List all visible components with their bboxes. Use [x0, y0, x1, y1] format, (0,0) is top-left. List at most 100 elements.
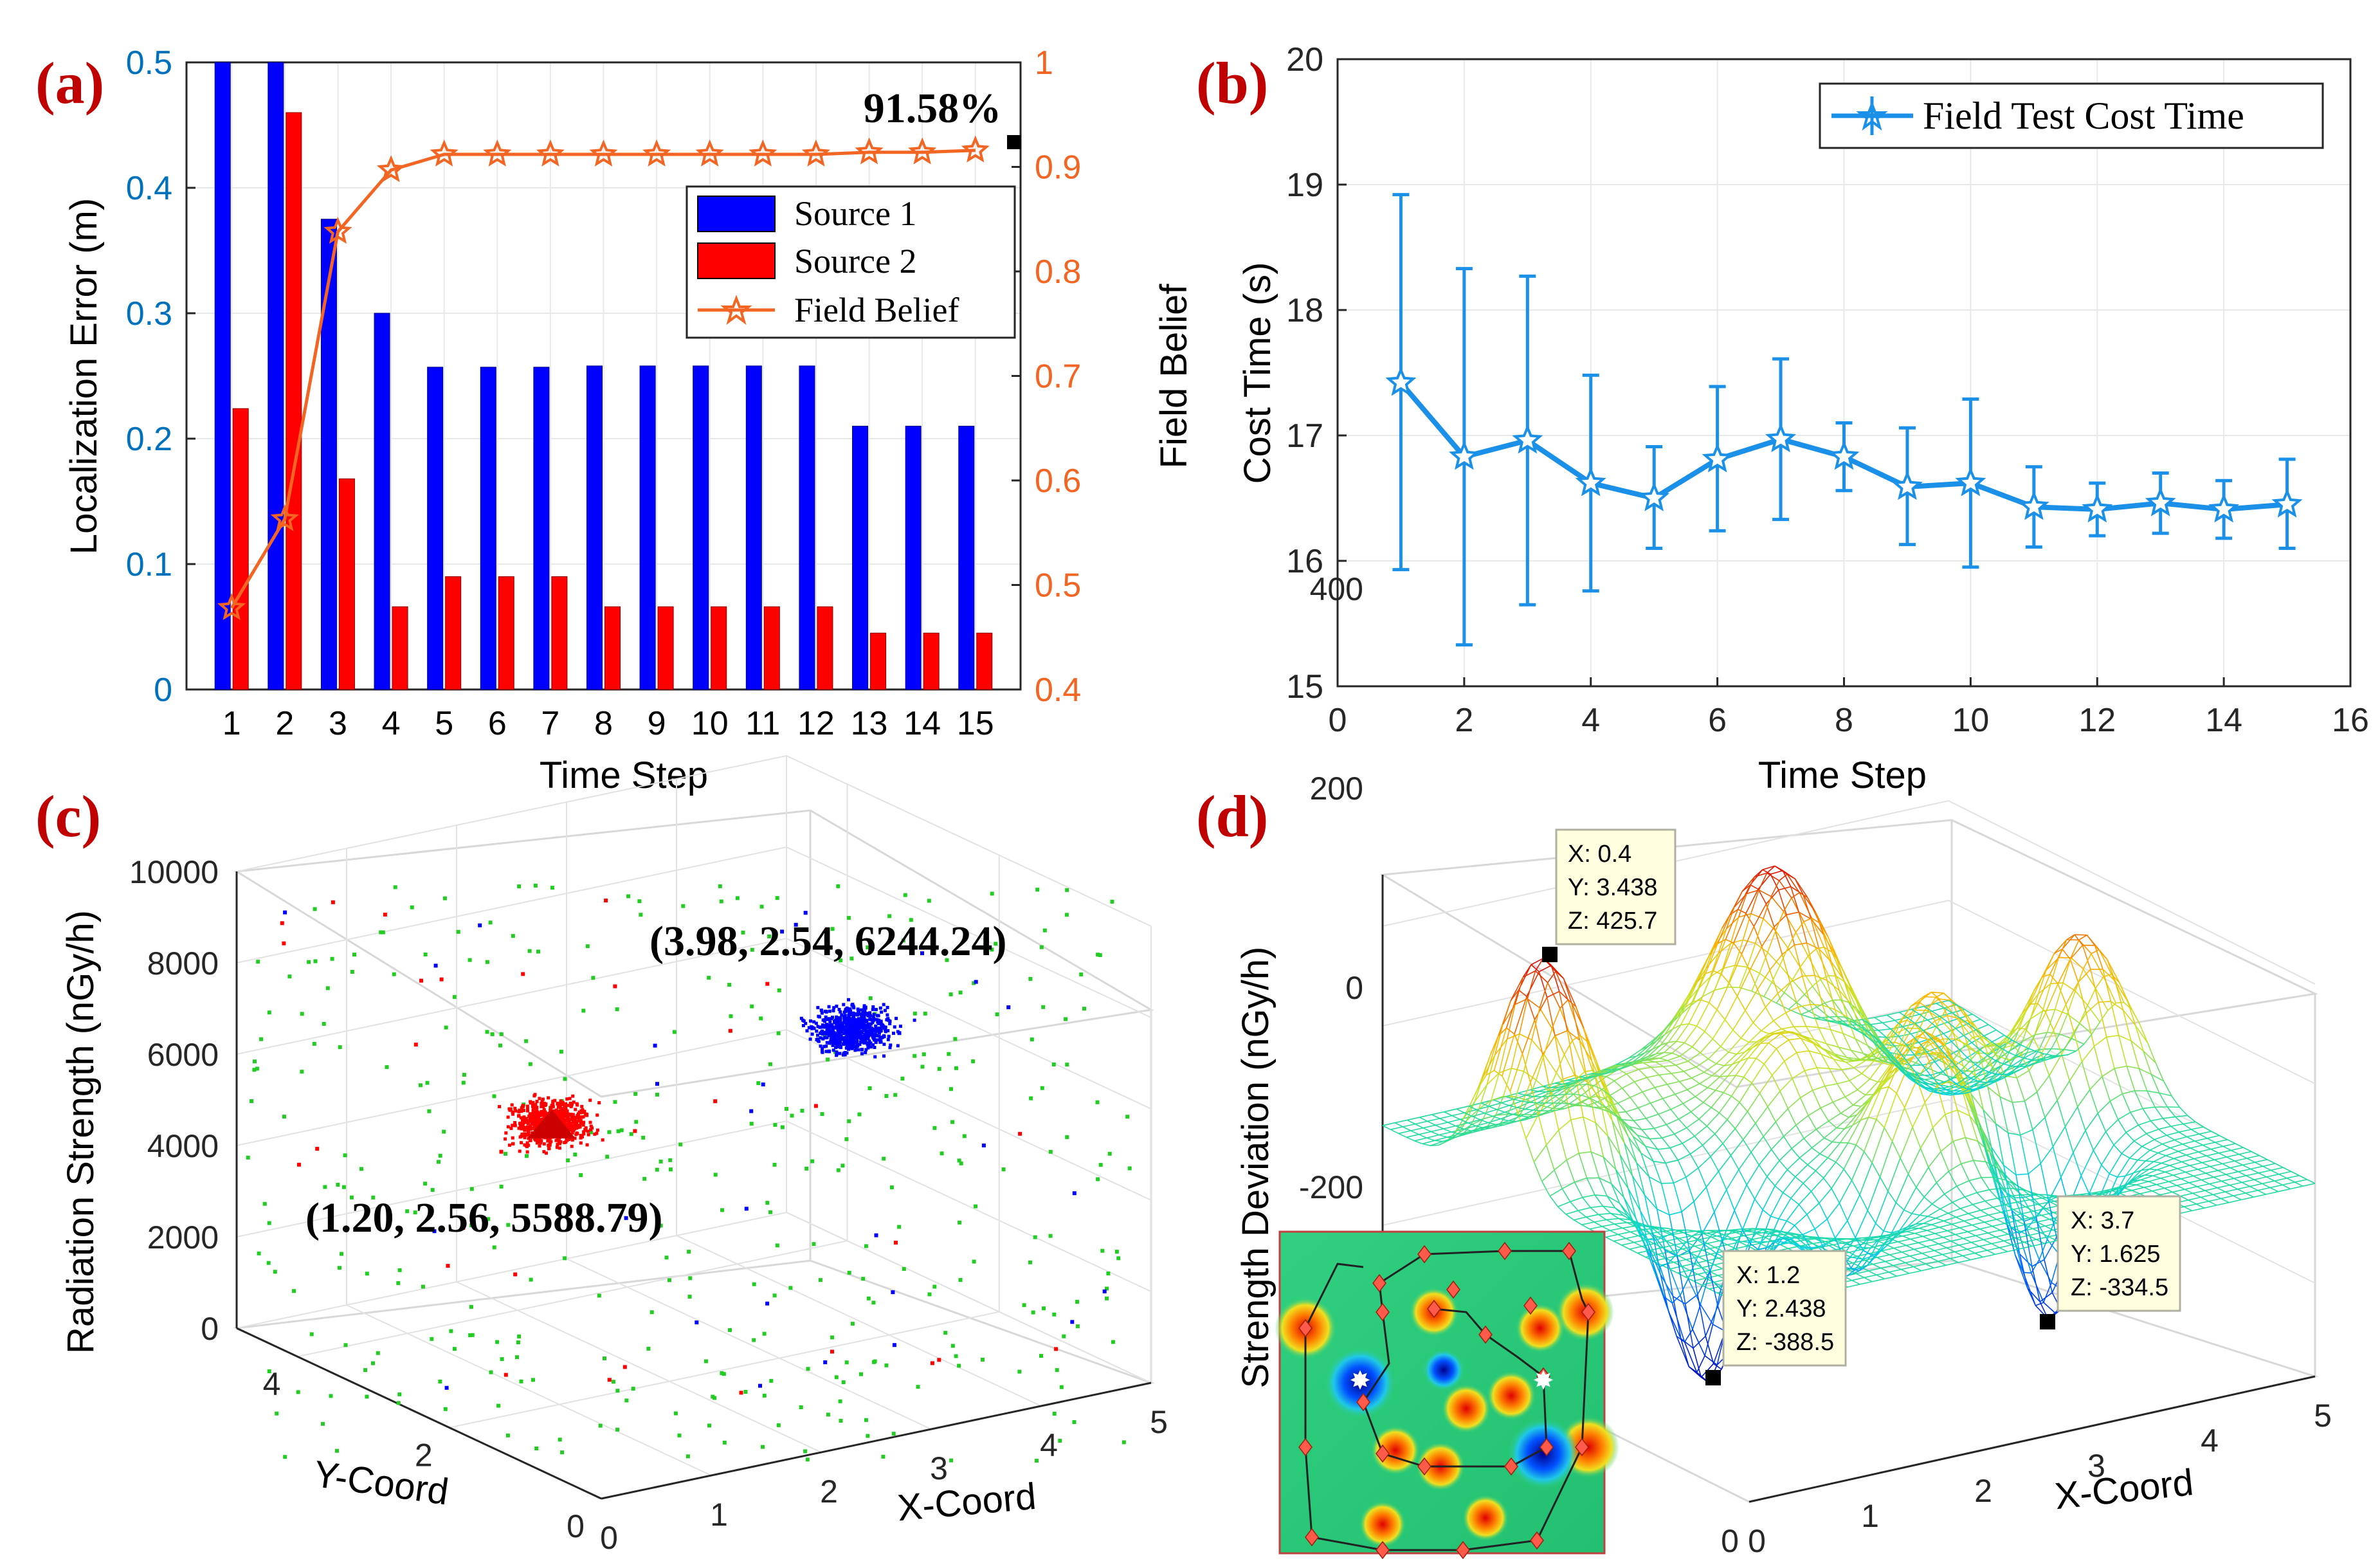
d-mesh-line: [1907, 1214, 1920, 1227]
d-mesh-line: [1493, 1027, 1507, 1071]
d-mesh-line: [1792, 1070, 1805, 1079]
d-mesh-line: [1654, 1240, 1667, 1245]
c-point-red: [570, 1131, 574, 1135]
c-point-blue: [853, 1031, 857, 1034]
panel-a: (a) 00.10.20.30.40.50.40.50.60.70.80.911…: [35, 44, 1195, 796]
d-mesh-line: [1590, 1151, 1600, 1178]
d-mesh-line: [2156, 1181, 2169, 1185]
c-point-blue: [833, 1033, 837, 1037]
d-mesh-line: [1610, 1212, 1624, 1216]
c-point-red: [526, 1128, 530, 1132]
d-mesh-line: [1713, 1212, 1723, 1241]
c-point-blue: [851, 1030, 855, 1034]
c-point-blue: [838, 1052, 842, 1055]
c-point-scatter: [1070, 1320, 1075, 1324]
c-point-red: [520, 1134, 523, 1138]
d-mesh-line: [1914, 1246, 1927, 1250]
d-mesh-line: [1920, 1127, 1934, 1149]
d-mesh-line: [1824, 1083, 1838, 1087]
c-point-green: [468, 1333, 473, 1337]
c-point-green: [489, 1370, 493, 1374]
c-point-scatter: [1018, 1131, 1022, 1136]
d-mesh-line: [1701, 1281, 1714, 1286]
c-point-red: [588, 1099, 592, 1102]
d-mesh-line: [1610, 1230, 1619, 1236]
d-mesh-line: [2073, 1130, 2086, 1153]
d-mesh-line: [1538, 1087, 1551, 1092]
d-mesh-line: [1558, 1085, 1567, 1088]
c-point-green: [773, 1122, 777, 1127]
b-point: [1512, 424, 1543, 454]
c-point-red: [540, 1139, 543, 1143]
d-mesh-line: [2162, 1139, 2175, 1145]
d-mesh-line: [1769, 954, 1783, 971]
d-mesh-line: [1626, 1107, 1639, 1113]
d-mesh-line: [1758, 890, 1772, 897]
d-mesh-line: [1758, 1149, 1772, 1165]
a-bar-source2: [923, 632, 940, 690]
c-point-blue: [860, 1015, 864, 1019]
d-mesh-line: [1713, 1189, 1727, 1212]
d-mesh-line: [2238, 1168, 2251, 1173]
d-mesh-line: [1740, 1047, 1753, 1062]
d-mesh-line: [1476, 1125, 1484, 1129]
c-point-blue: [866, 1014, 870, 1018]
c-point-green: [300, 1070, 304, 1074]
c-point-blue: [847, 998, 850, 1001]
c-point-red: [536, 1140, 540, 1144]
c-point-red: [538, 1113, 542, 1117]
c-point-blue: [882, 1043, 886, 1046]
c-point-blue: [857, 1010, 860, 1014]
d-mesh-line: [1909, 1255, 1918, 1261]
c-point-blue: [857, 1017, 860, 1021]
d-mesh-line: [1552, 1100, 1561, 1109]
d-mesh-line: [1735, 1057, 1749, 1076]
c-point-green: [469, 1223, 474, 1228]
c-point-green: [396, 1281, 401, 1285]
d-mesh-line: [1814, 1218, 1828, 1230]
c-point-blue: [863, 1032, 867, 1036]
d-mesh-line: [1604, 1098, 1613, 1106]
d-mesh-line: [1844, 981, 1857, 1009]
d-mesh-line: [1698, 1167, 1707, 1188]
c-point-scatter: [1102, 1289, 1107, 1293]
d-mesh-line: [1705, 1187, 1715, 1212]
c-point-red: [558, 1106, 562, 1109]
c-point-green: [957, 1364, 961, 1368]
c-point-scatter: [981, 1143, 986, 1147]
d-mesh-line: [2153, 1155, 2167, 1162]
d-mesh-line: [1579, 1039, 1593, 1062]
d-mesh-line: [1879, 1141, 1893, 1178]
c-point-blue: [853, 1027, 857, 1031]
c-point-green: [780, 1125, 785, 1129]
d-mesh-line: [1788, 1037, 1801, 1041]
d-mesh-line: [1744, 1228, 1753, 1232]
d-mesh-line: [1745, 989, 1758, 1011]
d-mesh-line: [2145, 1152, 2159, 1162]
d-mesh-line: [1615, 1115, 1625, 1144]
c-point-red: [507, 1107, 511, 1111]
d-mesh-line: [1434, 1137, 1448, 1141]
c-point-red: [573, 1115, 577, 1119]
c-point-blue: [842, 1036, 846, 1040]
c-point-blue: [814, 1021, 818, 1025]
c-point-blue: [839, 1018, 842, 1022]
d-mesh-line: [1640, 1153, 1650, 1177]
d-mesh-line: [1666, 1255, 1678, 1259]
d-mesh-line: [1594, 1221, 1603, 1227]
d-mesh-line: [2165, 1151, 2179, 1156]
c-point-green: [820, 1112, 824, 1117]
d-mesh-line: [1456, 1105, 1469, 1109]
d-mesh-line: [1692, 1304, 1702, 1330]
d-mesh-line: [1455, 1125, 1464, 1130]
c-point-green: [655, 1092, 659, 1097]
d-mesh-line: [1887, 1012, 1900, 1016]
d-mesh-line: [1543, 1054, 1557, 1073]
d-mesh-line: [1462, 1104, 1471, 1121]
c-ztick-label: 0: [201, 1311, 219, 1347]
d-mesh-line: [1913, 1266, 1922, 1272]
d-mesh-line: [1415, 1120, 1428, 1125]
d-mesh-line: [1513, 1099, 1522, 1102]
d-mesh-line: [1439, 1131, 1452, 1136]
c-point-scatter: [758, 1383, 762, 1388]
